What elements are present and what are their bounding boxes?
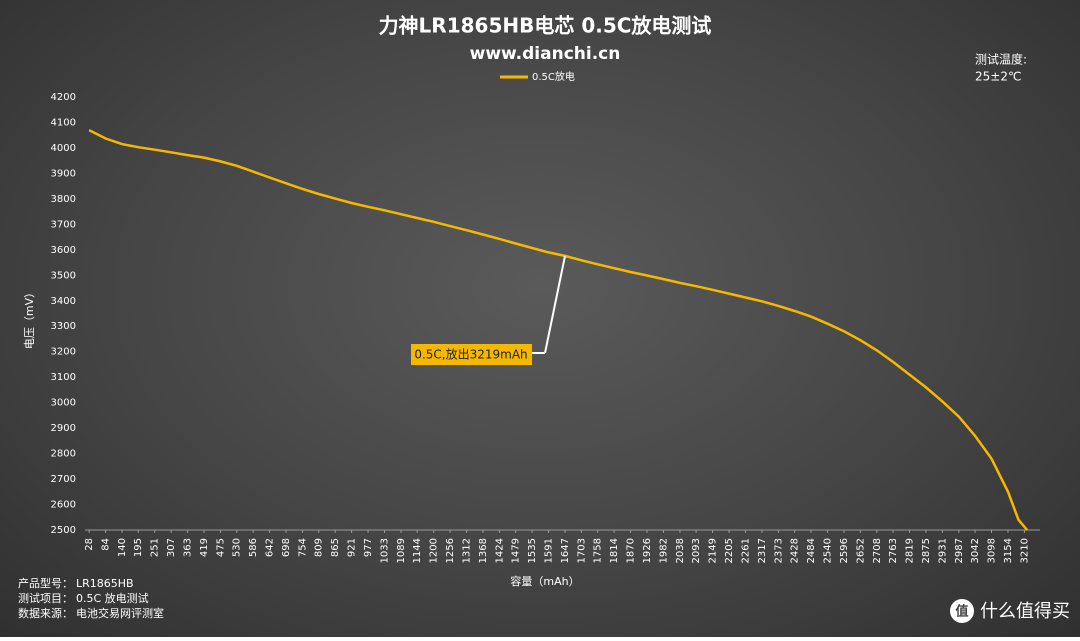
x-tick-label: 1144 [412,538,423,563]
series-line [88,128,1029,531]
x-tick-label: 2093 [691,538,702,563]
y-axis-label: 电压（mV） [23,287,36,349]
x-tick-label: 3042 [970,538,981,563]
x-tick-label: 977 [363,538,374,557]
x-tick-label: 2373 [773,538,784,563]
temperature: 25±2℃ [975,70,1021,84]
y-tick-label: 3400 [51,296,76,307]
x-tick-label: 195 [133,538,144,557]
x-tick-label: 1703 [576,538,587,563]
y-tick-label: 2800 [51,449,76,460]
annotation-line [544,255,566,354]
x-tick-label: 251 [150,538,161,557]
y-tick-label: 2600 [51,500,76,511]
note-label: 测试项目： [18,592,73,605]
x-tick-label: 140 [117,538,128,557]
x-tick-label: 698 [281,538,292,557]
x-tick-label: 921 [347,538,358,557]
x-tick-label: 363 [183,538,194,557]
x-tick-label: 2819 [904,538,915,563]
x-tick-label: 1814 [609,538,620,563]
x-tick-label: 3210 [1019,538,1030,563]
x-tick-label: 1982 [658,538,669,563]
temperature-label: 测试温度: [975,52,1027,67]
chart-subtitle: www.dianchi.cn [470,44,621,64]
x-tick-label: 1591 [544,538,555,563]
x-tick-label: 642 [265,538,276,557]
y-tick-label: 4100 [51,117,76,128]
y-tick-label: 3800 [51,194,76,205]
annotation: 0.5C,放出3219mAh [414,347,527,362]
x-tick-label: 2987 [954,538,965,563]
x-tick-label: 2261 [740,538,751,563]
x-tick-label: 1479 [511,538,522,563]
y-tick-label: 2500 [51,525,76,536]
watermark: 什么值得买 [980,601,1070,622]
x-tick-label: 3154 [1003,538,1014,563]
note-value: 0.5C 放电测试 [76,591,149,605]
y-tick-label: 3200 [51,347,76,358]
y-tick-label: 3600 [51,245,76,256]
y-tick-label: 3900 [51,168,76,179]
x-tick-label: 809 [314,538,325,557]
x-tick-label: 2596 [839,538,850,563]
x-tick-label: 1368 [478,538,489,563]
x-tick-label: 2038 [675,538,686,563]
watermark-icon [950,599,974,623]
note-label: 数据来源： [18,606,73,620]
x-tick-label: 865 [330,538,341,557]
x-tick-label: 28 [84,538,95,551]
x-tick-label: 2484 [806,538,817,563]
watermark-icon-text: 值 [955,604,968,620]
x-tick-label: 1926 [642,538,653,563]
x-tick-label: 419 [199,538,210,557]
x-tick-label: 307 [166,538,177,557]
y-tick-label: 4000 [51,143,76,154]
y-tick-label: 3700 [51,219,76,230]
x-tick-label: 2763 [888,538,899,563]
x-tick-label: 2540 [822,538,833,563]
x-tick-label: 1312 [462,538,473,563]
note-label: 产品型号： [18,576,73,590]
x-tick-label: 2205 [724,538,735,563]
x-tick-label: 1870 [626,538,637,563]
x-tick-label: 1424 [494,538,505,563]
note-value: 电池交易网评测室 [76,606,164,620]
y-tick-label: 3300 [51,321,76,332]
x-axis-label: 容量（mAh） [510,574,579,588]
y-tick-label: 3100 [51,372,76,383]
x-tick-label: 754 [298,538,309,557]
y-tick-label: 2900 [51,423,76,434]
x-tick-label: 1089 [396,538,407,563]
x-tick-label: 2931 [937,538,948,563]
x-tick-label: 2317 [757,538,768,563]
y-tick-label: 3000 [51,398,76,409]
x-tick-label: 2708 [872,538,883,563]
y-tick-label: 2700 [51,474,76,485]
x-tick-label: 1647 [560,538,571,563]
x-tick-label: 2652 [855,538,866,563]
chart-title: 力神LR1865HB电芯 0.5C放电测试 [379,14,712,38]
y-tick-label: 4200 [51,92,76,103]
annotation-box [411,344,532,365]
x-tick-label: 530 [232,538,243,557]
x-tick-label: 1033 [380,538,391,563]
x-tick-label: 3098 [987,538,998,563]
x-tick-label: 2428 [790,538,801,563]
note-value: LR1865HB [76,577,134,590]
x-tick-label: 586 [248,538,259,557]
x-tick-label: 1256 [445,538,456,563]
legend-label: 0.5C放电 [532,70,575,83]
x-tick-label: 84 [101,538,112,551]
x-tick-label: 1200 [429,538,440,563]
x-tick-label: 2875 [921,538,932,563]
x-tick-label: 475 [216,538,227,557]
x-tick-label: 1535 [527,538,538,563]
x-tick-label: 1758 [593,538,604,563]
y-tick-label: 3500 [51,270,76,281]
x-tick-label: 2149 [708,538,719,563]
